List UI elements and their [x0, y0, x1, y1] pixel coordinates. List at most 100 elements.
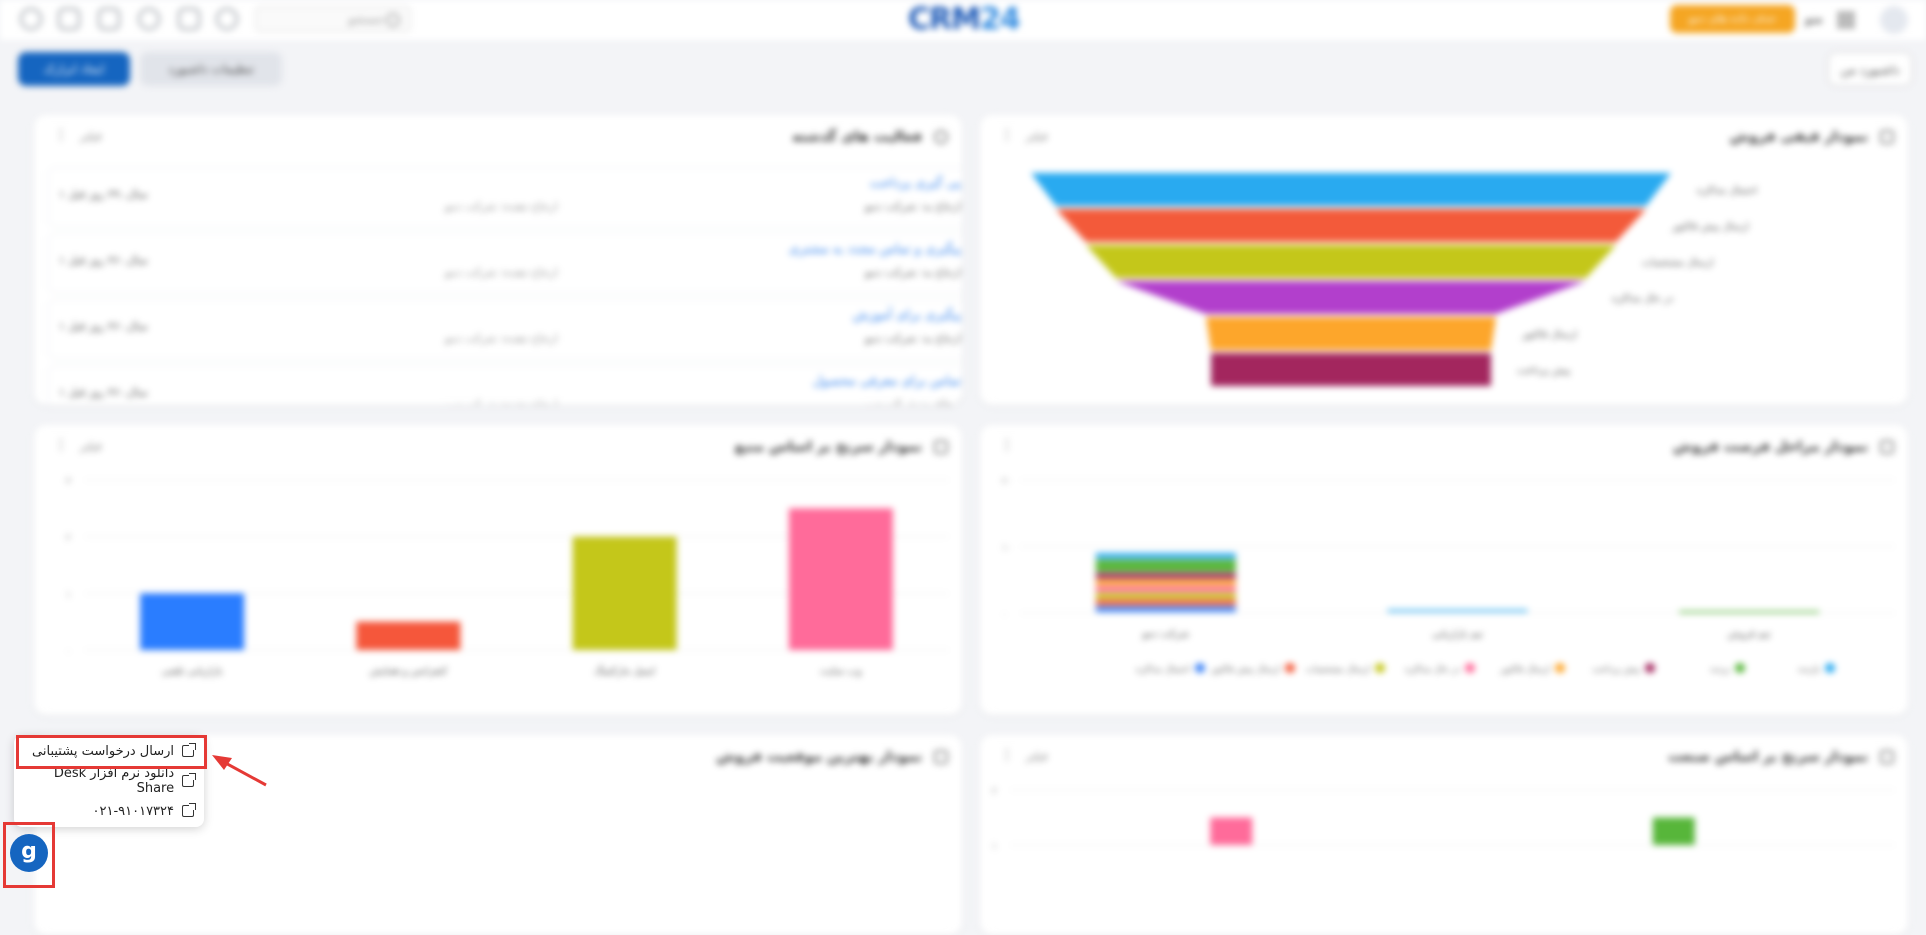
bar-segment[interactable] — [1095, 559, 1236, 573]
activity-title[interactable]: پی گیری پرداخت — [869, 176, 961, 191]
activity-assigner: ارجاع دهنده: شرکت دمو — [445, 266, 558, 279]
home-icon[interactable] — [58, 8, 80, 30]
y-tick-label: ۰ — [66, 647, 71, 657]
apps-grid-icon[interactable] — [1838, 12, 1854, 28]
funnel-chart: احتمال مذاکره ارسال پیش فاکتور ارسال مشخصا… — [1031, 173, 1757, 386]
building-icon — [934, 440, 948, 454]
bar-segment[interactable] — [1095, 586, 1236, 593]
bar-segment[interactable] — [1095, 599, 1236, 606]
funnel-label: پیش پرداخت — [1517, 366, 1570, 377]
bar-segment[interactable] — [1679, 611, 1820, 614]
cloud-icon[interactable] — [216, 8, 238, 30]
funnel-segment[interactable] — [1206, 317, 1496, 350]
filter-button[interactable]: فیلتر — [1026, 130, 1048, 143]
bar-segment[interactable] — [1095, 573, 1236, 579]
menu-item-label: دانلود نرم افزار Desk Share — [53, 766, 175, 796]
activity-title[interactable]: پیگیری برای آموزش — [852, 308, 961, 323]
send-support-request-link[interactable]: ارسال درخواست پشتیبانی — [32, 739, 196, 763]
support-phone-link[interactable]: ۰۲۱-۹۱۰۱۷۳۲۴ — [92, 799, 196, 823]
clipboard-icon[interactable] — [178, 8, 200, 30]
x-tick-label: تیم فروش — [1728, 629, 1771, 640]
funnel-segment[interactable] — [1086, 245, 1616, 278]
funnel-icon — [1880, 750, 1894, 764]
bar[interactable] — [1210, 817, 1253, 846]
bar[interactable] — [572, 536, 677, 650]
annotation-arrow-head — [212, 755, 232, 770]
legend-marker[interactable] — [1195, 663, 1205, 673]
external-link-icon — [182, 743, 196, 757]
funnel-label: احتمال مذاکره — [1697, 186, 1757, 197]
legend-marker[interactable] — [1645, 663, 1655, 673]
support-fab-button[interactable]: g — [10, 834, 48, 872]
activity-item[interactable]: پیگیری و تماس مجدد به مشتری ارجاع به: شر… — [48, 233, 962, 293]
filter-button[interactable]: فیلتر — [1026, 750, 1048, 763]
legend-marker[interactable] — [1735, 663, 1745, 673]
more-menu-icon[interactable]: ⋮ — [1000, 127, 1014, 143]
chat-icon[interactable] — [138, 8, 160, 30]
bar[interactable] — [140, 593, 245, 650]
funnel-segment[interactable] — [1211, 353, 1491, 386]
more-menu-icon[interactable]: ⋮ — [54, 437, 68, 453]
card-title: نمودار سرنخ بر اساس منبع — [734, 439, 922, 455]
filter-button[interactable]: فیلتر — [80, 440, 102, 453]
funnel-segment[interactable] — [1031, 173, 1671, 206]
add-widget-button[interactable]: ایجاد ابزارک — [18, 52, 130, 86]
funnel-segment[interactable] — [1056, 209, 1646, 242]
more-menu-icon[interactable]: ⋮ — [1000, 747, 1014, 763]
activity-title[interactable]: پیگیری و تماس مجدد به مشتری — [788, 242, 961, 257]
bar[interactable] — [356, 621, 461, 650]
y-tick-label: ۱ — [992, 842, 997, 852]
stages-stacked-chart: ۰ ۱۰ ۲۰ شرکت دمو تیم بازاریابی تیم فروش بازنده… — [1002, 477, 1895, 675]
search-input[interactable]: جستجو — [255, 6, 411, 32]
x-tick-label: وب سایت — [820, 666, 862, 677]
legend-marker[interactable] — [1285, 663, 1295, 673]
more-menu-icon[interactable]: ⋮ — [54, 127, 68, 143]
legend-label: ارسال مشخصات — [1306, 665, 1370, 675]
download-deskshare-link[interactable]: دانلود نرم افزار Desk Share — [14, 766, 196, 796]
activity-item[interactable]: پی گیری پرداخت ارجاع به: شرکت دمو ارجاع … — [48, 167, 962, 227]
add-circle-icon[interactable] — [20, 8, 42, 30]
bar-segment[interactable] — [1095, 606, 1236, 612]
activities-card: فعالیت های گذشته فیلتر ⋮ پی گیری پرداخت … — [34, 115, 962, 405]
bar[interactable] — [788, 508, 893, 650]
search-icon — [386, 13, 400, 27]
legend-label: ارسال پیش فاکتور — [1210, 665, 1280, 675]
remove-demo-data-button[interactable]: حذف داده های دمو — [1670, 5, 1795, 33]
annotation-highlight-box — [3, 822, 55, 888]
activity-title[interactable]: تماس برای معرفی محصول — [812, 374, 961, 389]
menu-label[interactable]: منو — [1805, 12, 1823, 27]
filter-button[interactable]: فیلتر — [80, 130, 102, 143]
funnel-segment[interactable] — [1116, 281, 1586, 314]
activity-item[interactable]: پیگیری برای آموزش ارجاع به: شرکت دمو ارج… — [48, 299, 962, 359]
annotation-arrow — [212, 755, 267, 787]
more-menu-icon[interactable]: ⋮ — [1000, 437, 1014, 453]
activity-time: ۱ سال، ۴۶ روز قبل — [59, 386, 148, 399]
card-title: نمودار سرنخ بر اساس صنعت — [1668, 749, 1868, 765]
legend-marker[interactable] — [1465, 663, 1475, 673]
bar[interactable] — [1652, 817, 1695, 846]
external-link-icon — [182, 773, 196, 787]
y-tick-label: ۲ — [66, 534, 71, 544]
activity-assignee: ارجاع به: شرکت دمو — [864, 398, 961, 405]
menu-item-label: ۰۲۱-۹۱۰۱۷۳۲۴ — [92, 803, 175, 819]
legend-marker[interactable] — [1825, 663, 1835, 673]
stages-card: نمودار مراحل فرصت فروش ⋮ ۰ ۱۰ ۲۰ شرکت دمو تی… — [980, 425, 1908, 715]
x-tick-label: بازاریابی تلفنی — [162, 666, 223, 677]
bar-segment[interactable] — [1387, 609, 1528, 612]
chart-icon — [1880, 440, 1894, 454]
dashboard-settings-button[interactable]: تنظیمات داشبورد — [140, 52, 282, 86]
my-dashboard-button[interactable]: داشبورد من — [1828, 52, 1912, 86]
user-avatar-icon[interactable] — [1880, 6, 1908, 34]
legend-marker[interactable] — [1555, 663, 1565, 673]
bar-segment[interactable] — [1095, 579, 1236, 586]
bar-segment[interactable] — [1095, 593, 1236, 599]
activity-item[interactable]: تماس برای معرفی محصول ارجاع به: شرکت دمو… — [48, 365, 962, 405]
calendar-icon[interactable] — [98, 8, 120, 30]
y-tick-label: ۲۰ — [1002, 477, 1012, 487]
legend-marker[interactable] — [1375, 663, 1385, 673]
bar-segment[interactable] — [1095, 553, 1236, 559]
y-tick-label: ۳ — [66, 477, 71, 487]
legend-label: برنده — [1711, 665, 1730, 675]
